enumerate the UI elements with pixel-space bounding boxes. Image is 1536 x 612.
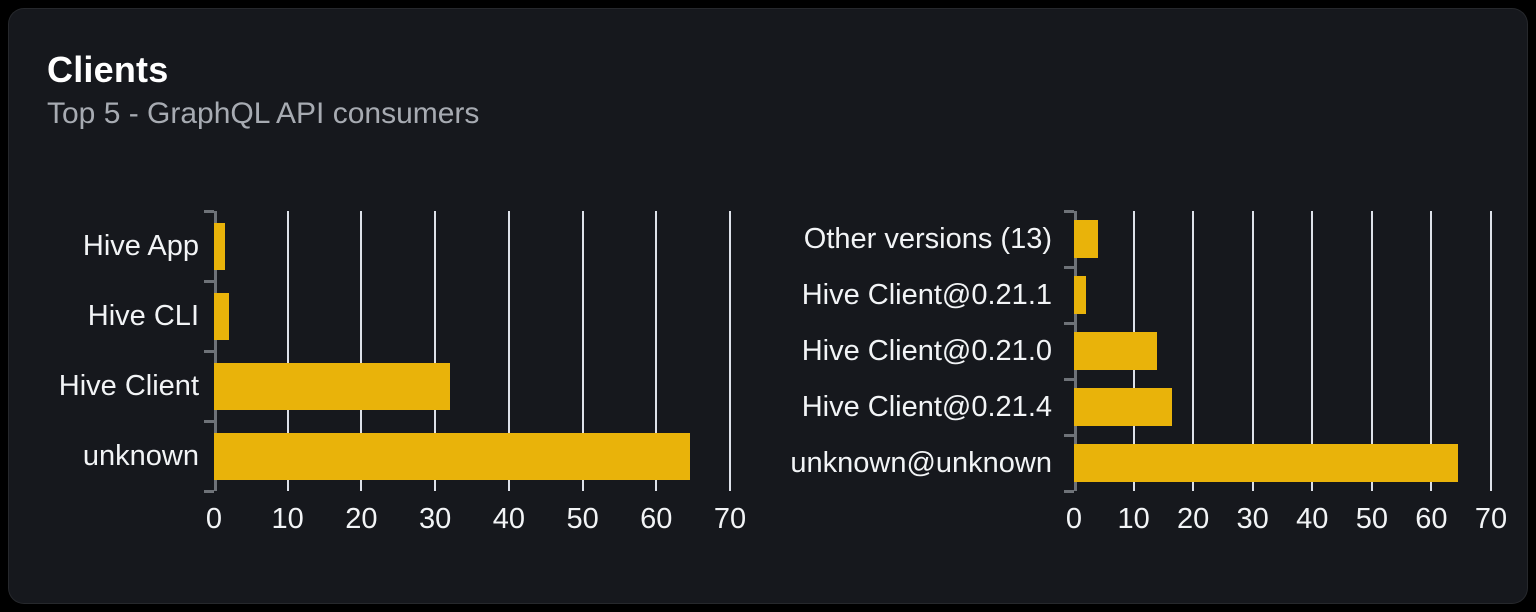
y-axis-tick xyxy=(1064,210,1074,213)
bar[interactable] xyxy=(1074,220,1098,258)
bar[interactable] xyxy=(1074,332,1158,370)
x-tick-label: 30 xyxy=(1236,503,1269,535)
grid-line xyxy=(1430,211,1433,491)
category-label: unknown@unknown xyxy=(790,447,1052,479)
y-axis-tick xyxy=(1064,378,1074,381)
y-axis-tick xyxy=(204,420,214,423)
x-tick-label: 70 xyxy=(1474,503,1508,535)
x-tick-label: 40 xyxy=(1296,503,1329,535)
x-tick-label: 50 xyxy=(1355,503,1389,535)
y-axis-line xyxy=(214,211,217,491)
grid-line xyxy=(1311,211,1314,491)
grid-line xyxy=(1251,211,1254,491)
grid-line xyxy=(581,211,584,491)
bar[interactable] xyxy=(1074,388,1173,426)
y-axis-tick xyxy=(204,350,214,353)
clients-by-version-chart: Other versions (13) Hive Client@0.21.1 Hiv… xyxy=(9,9,1527,603)
x-tick-label: 70 xyxy=(713,503,747,535)
y-axis-tick xyxy=(1064,434,1074,437)
clients-card: Clients Top 5 - GraphQL API consumers Hi… xyxy=(8,8,1528,604)
x-tick-label: 10 xyxy=(271,503,304,535)
bar[interactable] xyxy=(214,292,229,340)
card-title: Clients xyxy=(47,49,169,90)
category-label: unknown xyxy=(82,440,199,472)
x-tick-label: 0 xyxy=(1065,503,1083,535)
x-tick-label: 0 xyxy=(205,503,223,535)
bar[interactable] xyxy=(1074,444,1459,482)
x-tick-label: 40 xyxy=(492,503,526,535)
x-tick-label: 60 xyxy=(1415,503,1448,535)
category-label: Hive Client@0.21.0 xyxy=(801,335,1052,367)
grid-line xyxy=(360,211,363,491)
grid-line xyxy=(507,211,510,491)
category-label: Hive App xyxy=(82,230,199,262)
card-subtitle: Top 5 - GraphQL API consumers xyxy=(47,97,480,130)
x-tick-label: 30 xyxy=(418,503,452,535)
y-axis-tick xyxy=(204,280,214,283)
category-label: Hive Client xyxy=(58,370,199,402)
y-axis-tick xyxy=(1064,266,1074,269)
grid-line xyxy=(434,211,437,491)
x-tick-label: 10 xyxy=(1117,503,1150,535)
grid-line xyxy=(655,211,658,491)
category-label: Other versions (13) xyxy=(803,223,1052,255)
x-tick-label: 20 xyxy=(345,503,378,535)
category-label: Hive Client@0.21.1 xyxy=(801,279,1052,311)
y-axis-tick xyxy=(1064,490,1074,493)
bar[interactable] xyxy=(1074,276,1086,314)
category-label: Hive Client@0.21.4 xyxy=(801,391,1052,423)
y-axis-tick xyxy=(204,490,214,493)
grid-line xyxy=(1490,211,1492,491)
clients-by-name-chart: Hive App Hive CLI Hive Client unknown 0 10 20 3… xyxy=(9,9,1527,603)
y-axis-tick xyxy=(1064,322,1074,325)
grid-line xyxy=(1370,211,1373,491)
bar[interactable] xyxy=(214,362,450,410)
category-label: Hive CLI xyxy=(87,300,199,332)
grid-line xyxy=(286,211,289,491)
x-tick-label: 50 xyxy=(566,503,599,535)
x-tick-label: 60 xyxy=(640,503,673,535)
bar[interactable] xyxy=(214,222,226,270)
bar[interactable] xyxy=(214,432,690,480)
grid-line xyxy=(1192,211,1195,491)
x-tick-label: 20 xyxy=(1176,503,1210,535)
y-axis-tick xyxy=(204,210,214,213)
grid-line xyxy=(729,211,731,491)
